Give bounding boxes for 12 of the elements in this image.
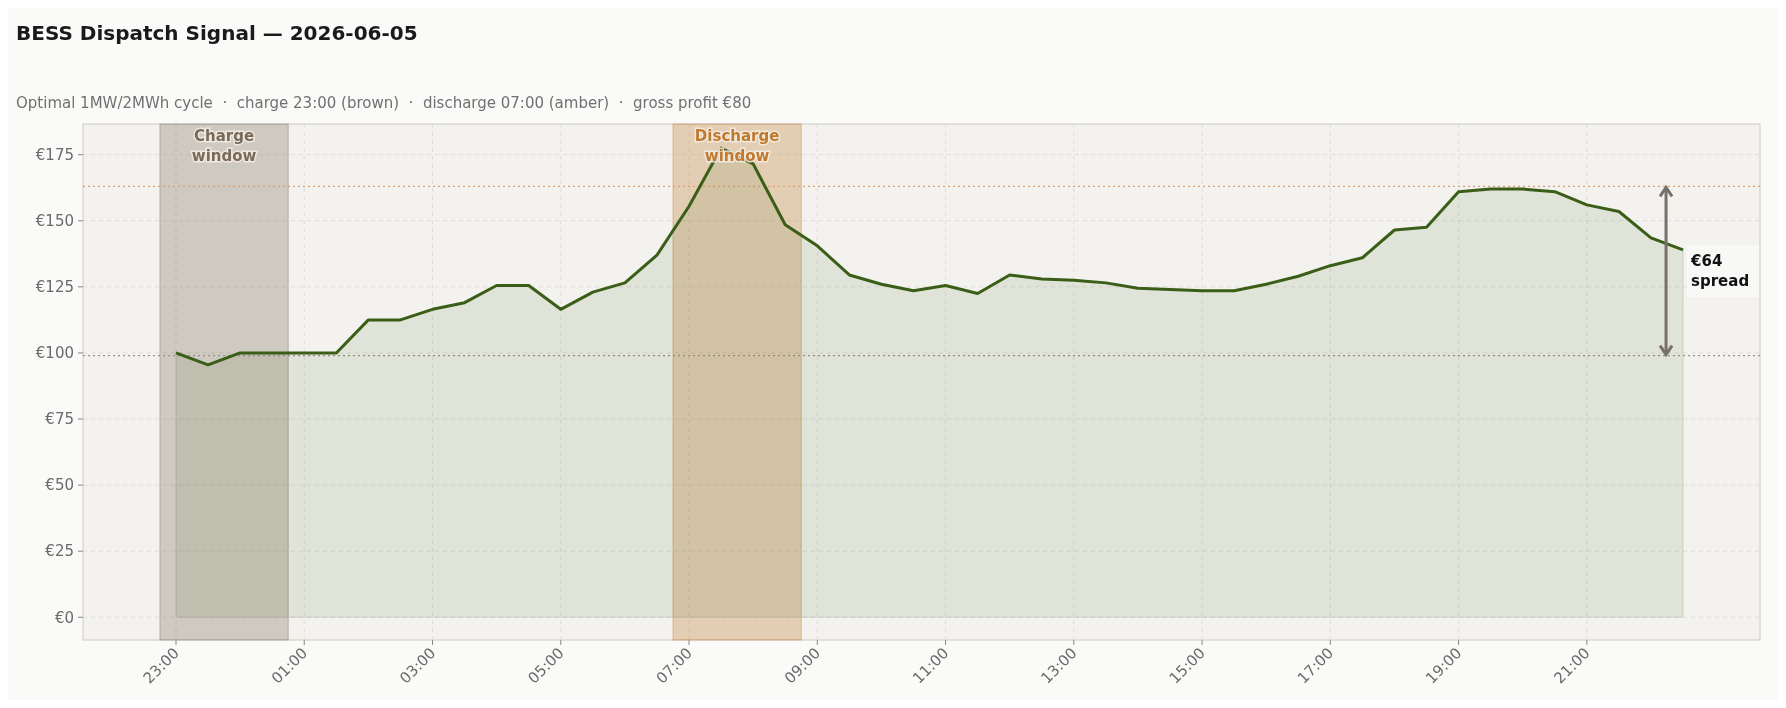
y-tick-label: €75	[45, 410, 74, 429]
chart-title: BESS Dispatch Signal — 2026-06-05	[16, 21, 418, 45]
y-tick-label: €125	[35, 278, 74, 297]
y-tick-label: €50	[45, 476, 74, 495]
band-label: Charge window	[191, 127, 257, 165]
y-tick-label: €150	[35, 212, 74, 230]
annotation: €64 spread	[1690, 251, 1750, 290]
y-tick-label: €0	[54, 608, 74, 627]
chart-subtitle: Optimal 1MW/2MWh cycle · charge 23:00 (brown) · discharge 07:00 (amber) · gross profit €80	[16, 94, 752, 112]
y-tick-label: €100	[35, 344, 74, 363]
y-tick-label: €25	[45, 542, 74, 561]
y-tick-label: €175	[35, 145, 74, 164]
